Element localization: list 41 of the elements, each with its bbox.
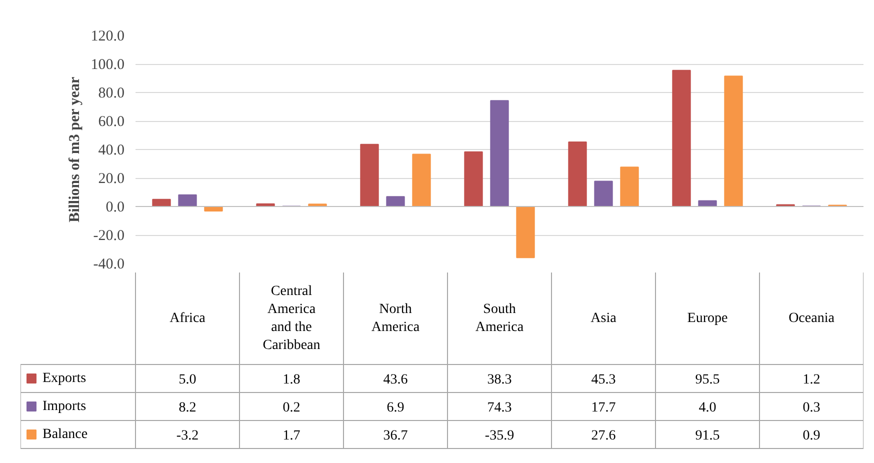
y-tick-label: 60.0: [98, 114, 124, 130]
data-label: 0.9: [802, 428, 820, 444]
data-label: -35.9: [484, 428, 514, 444]
data-label: 1.8: [282, 372, 300, 388]
y-tick-label: 120.0: [90, 28, 124, 44]
y-tick-label: 40.0: [98, 142, 124, 158]
data-label: 27.6: [591, 428, 616, 444]
data-label: 36.7: [383, 428, 408, 444]
data-label: 45.3: [591, 372, 616, 388]
data-label: 0.3: [802, 400, 820, 416]
x-tick-label: North America: [371, 302, 420, 335]
y-tick-label: 0.0: [106, 200, 124, 216]
legend-label: Imports: [42, 399, 86, 414]
y-tick-label: 20.0: [98, 171, 124, 187]
data-label: 4.0: [698, 400, 716, 416]
data-label: 5.0: [178, 372, 196, 388]
x-tick-label: South America: [475, 302, 524, 335]
y-tick-label: 100.0: [90, 57, 124, 73]
data-label: 1.7: [282, 428, 300, 444]
data-label: 1.2: [802, 372, 820, 388]
data-label: 91.5: [695, 428, 720, 444]
data-label: 38.3: [487, 372, 512, 388]
data-label: -3.2: [176, 428, 199, 444]
x-tick-label: Europe: [687, 311, 728, 326]
data-label: 43.6: [383, 372, 408, 388]
x-tick-label: Africa: [170, 311, 206, 326]
y-tick-label: -20.0: [93, 228, 125, 244]
data-label: 95.5: [695, 372, 720, 388]
x-tick-label: Oceania: [788, 311, 836, 326]
data-label: 6.9: [386, 400, 404, 416]
data-label: 17.7: [591, 400, 616, 416]
x-tick-label: Asia: [590, 311, 618, 326]
legend-label: Balance: [42, 427, 88, 442]
data-label: 74.3: [487, 400, 512, 416]
x-tick-label: Central America and the Caribbean: [262, 284, 320, 353]
data-label: 8.2: [178, 400, 196, 416]
y-axis-title: Billions of m3 per year: [66, 76, 83, 222]
y-tick-label: 80.0: [98, 86, 124, 102]
data-label: 0.2: [282, 400, 300, 416]
y-tick-label: -40.0: [93, 256, 125, 272]
legend-label: Exports: [42, 371, 86, 386]
